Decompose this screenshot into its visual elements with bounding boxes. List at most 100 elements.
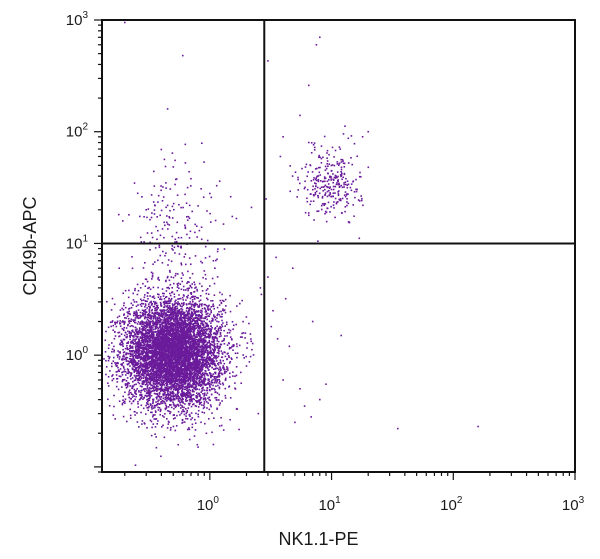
data-point — [145, 379, 147, 382]
data-point — [211, 375, 214, 377]
data-point — [194, 287, 196, 289]
data-point — [214, 348, 216, 351]
data-point — [167, 420, 170, 423]
data-point — [134, 340, 136, 343]
data-point — [148, 366, 150, 369]
data-point — [115, 385, 118, 388]
data-point — [139, 352, 141, 354]
data-point — [155, 381, 158, 384]
data-point — [181, 388, 184, 391]
data-point — [182, 395, 185, 397]
data-point — [175, 405, 177, 407]
data-point — [182, 352, 185, 355]
data-point — [189, 316, 191, 318]
data-point — [149, 314, 152, 316]
data-point — [182, 329, 185, 331]
data-point — [140, 366, 142, 369]
data-point — [153, 312, 155, 315]
data-point — [166, 308, 169, 311]
data-point — [218, 372, 220, 374]
data-point — [143, 350, 145, 353]
data-point — [184, 334, 186, 336]
data-point — [121, 374, 124, 376]
data-point — [175, 316, 178, 318]
data-point — [170, 379, 173, 382]
data-point — [176, 414, 178, 417]
data-point — [141, 344, 143, 346]
data-point — [168, 279, 171, 282]
data-point — [203, 395, 205, 397]
data-point — [246, 342, 249, 344]
data-point — [176, 318, 179, 320]
data-point — [144, 357, 146, 360]
data-point — [175, 342, 177, 345]
data-point — [162, 397, 165, 400]
data-point — [211, 374, 213, 377]
data-point — [159, 366, 162, 368]
data-point — [153, 379, 156, 381]
data-point — [156, 423, 158, 425]
data-point — [209, 372, 211, 374]
data-point — [128, 332, 131, 334]
data-point — [168, 339, 170, 342]
data-point — [143, 296, 146, 299]
data-point — [124, 384, 127, 387]
data-point — [205, 311, 207, 313]
data-point — [147, 371, 149, 374]
data-point — [155, 307, 158, 309]
data-point — [179, 356, 182, 358]
data-point — [141, 325, 143, 327]
data-point — [229, 329, 232, 332]
data-point — [217, 327, 220, 330]
data-point — [124, 398, 127, 400]
data-point — [149, 357, 152, 359]
data-point — [175, 349, 177, 351]
data-point — [137, 381, 139, 384]
data-point — [204, 345, 207, 347]
data-point — [194, 312, 196, 315]
data-point — [197, 369, 199, 372]
data-point — [182, 355, 184, 357]
data-point — [176, 393, 179, 395]
data-point — [206, 366, 208, 369]
data-point — [122, 308, 125, 311]
data-point — [148, 323, 150, 326]
data-point — [105, 366, 108, 368]
data-point — [174, 302, 176, 304]
data-point — [180, 318, 183, 321]
data-point — [165, 321, 168, 323]
data-point — [170, 395, 172, 397]
data-point — [197, 322, 199, 325]
data-point — [175, 317, 177, 319]
data-point — [195, 311, 198, 313]
data-point — [200, 348, 202, 350]
data-point — [157, 379, 159, 381]
data-point — [180, 308, 182, 310]
data-point — [212, 339, 215, 341]
data-point — [123, 314, 125, 316]
data-point — [130, 361, 132, 363]
data-point — [182, 332, 185, 334]
data-point — [143, 362, 146, 365]
data-point — [171, 307, 174, 310]
data-point — [170, 319, 172, 321]
data-point — [107, 326, 110, 329]
data-point — [179, 319, 181, 321]
data-point — [132, 304, 134, 306]
data-point — [227, 355, 230, 357]
data-point — [177, 387, 180, 390]
data-point — [131, 363, 134, 366]
data-point — [119, 368, 122, 370]
data-point — [162, 394, 164, 397]
data-point — [152, 363, 155, 365]
data-point — [194, 336, 197, 339]
data-point — [177, 303, 179, 306]
data-point — [134, 339, 137, 341]
data-point — [141, 423, 143, 425]
data-point — [203, 381, 205, 384]
data-point — [218, 335, 221, 338]
data-point — [138, 357, 140, 359]
data-point — [184, 388, 187, 391]
data-point — [156, 330, 158, 333]
data-point — [168, 287, 170, 290]
